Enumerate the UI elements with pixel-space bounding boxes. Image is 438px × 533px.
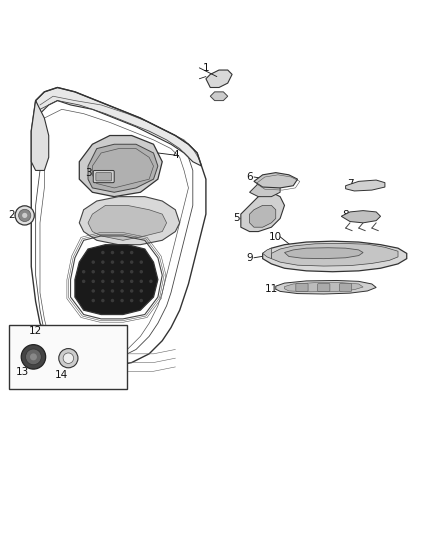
- Text: 14: 14: [55, 370, 68, 380]
- Circle shape: [101, 280, 105, 283]
- Text: 2: 2: [8, 210, 15, 220]
- Circle shape: [130, 289, 134, 293]
- Circle shape: [111, 289, 114, 293]
- Circle shape: [22, 213, 27, 218]
- Circle shape: [130, 251, 134, 254]
- Circle shape: [111, 261, 114, 264]
- Polygon shape: [346, 180, 385, 191]
- Text: 6: 6: [246, 172, 253, 182]
- Polygon shape: [79, 197, 180, 245]
- Circle shape: [92, 270, 95, 273]
- Bar: [10, 326, 127, 389]
- Circle shape: [101, 299, 105, 302]
- Circle shape: [111, 299, 114, 302]
- Circle shape: [92, 299, 95, 302]
- Circle shape: [111, 251, 114, 254]
- Circle shape: [59, 349, 78, 368]
- Circle shape: [25, 349, 41, 365]
- Polygon shape: [250, 205, 276, 227]
- Text: 9: 9: [246, 253, 253, 263]
- Circle shape: [82, 270, 85, 273]
- Circle shape: [111, 280, 114, 283]
- Circle shape: [140, 280, 143, 283]
- Circle shape: [101, 270, 105, 273]
- Circle shape: [120, 289, 124, 293]
- Circle shape: [140, 261, 143, 264]
- Circle shape: [130, 280, 134, 283]
- Polygon shape: [88, 205, 166, 240]
- Circle shape: [63, 353, 74, 364]
- Circle shape: [92, 261, 95, 264]
- Polygon shape: [79, 135, 162, 197]
- Polygon shape: [285, 248, 363, 259]
- Polygon shape: [210, 92, 228, 101]
- Circle shape: [30, 353, 37, 360]
- Circle shape: [18, 209, 31, 222]
- Circle shape: [130, 299, 134, 302]
- Circle shape: [120, 299, 124, 302]
- Circle shape: [140, 289, 143, 293]
- Circle shape: [120, 270, 124, 273]
- Circle shape: [120, 261, 124, 264]
- Polygon shape: [31, 101, 49, 171]
- Polygon shape: [75, 245, 158, 314]
- FancyBboxPatch shape: [96, 173, 112, 181]
- Polygon shape: [341, 211, 381, 223]
- Polygon shape: [263, 248, 272, 259]
- Polygon shape: [254, 173, 297, 188]
- Circle shape: [149, 280, 152, 283]
- Circle shape: [140, 270, 143, 273]
- Polygon shape: [285, 282, 363, 292]
- Circle shape: [92, 280, 95, 283]
- Circle shape: [101, 289, 105, 293]
- Polygon shape: [263, 241, 407, 272]
- Circle shape: [82, 280, 85, 283]
- Circle shape: [130, 261, 134, 264]
- FancyBboxPatch shape: [339, 284, 352, 292]
- FancyBboxPatch shape: [296, 284, 308, 292]
- FancyBboxPatch shape: [318, 284, 330, 292]
- Text: 12: 12: [29, 326, 42, 336]
- Circle shape: [101, 251, 105, 254]
- Circle shape: [92, 289, 95, 293]
- Polygon shape: [241, 192, 285, 231]
- Polygon shape: [272, 244, 398, 266]
- Circle shape: [130, 270, 134, 273]
- Circle shape: [140, 299, 143, 302]
- Circle shape: [21, 345, 46, 369]
- Text: 3: 3: [85, 168, 92, 177]
- Circle shape: [101, 261, 105, 264]
- Circle shape: [120, 251, 124, 254]
- Text: 5: 5: [233, 214, 240, 223]
- Circle shape: [120, 280, 124, 283]
- Polygon shape: [35, 87, 201, 166]
- Polygon shape: [206, 70, 232, 87]
- Polygon shape: [276, 280, 376, 294]
- Circle shape: [111, 270, 114, 273]
- FancyBboxPatch shape: [93, 171, 114, 183]
- Text: 11: 11: [265, 284, 278, 294]
- Polygon shape: [250, 179, 280, 197]
- Circle shape: [15, 206, 34, 225]
- Text: 10: 10: [269, 232, 283, 242]
- Text: 8: 8: [343, 210, 349, 220]
- Polygon shape: [88, 144, 158, 192]
- Text: 4: 4: [172, 150, 179, 160]
- Text: 13: 13: [16, 367, 29, 377]
- Text: 1: 1: [203, 63, 209, 73]
- Text: 7: 7: [346, 179, 353, 189]
